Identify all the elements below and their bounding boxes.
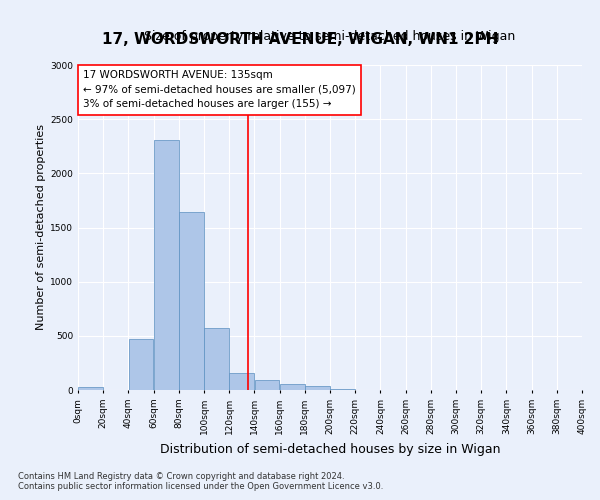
Bar [204, 328, 229, 390]
Title: Size of property relative to semi-detached houses in Wigan: Size of property relative to semi-detach… [145, 30, 515, 43]
Bar [229, 373, 254, 390]
Bar [280, 384, 305, 390]
Text: Contains public sector information licensed under the Open Government Licence v3: Contains public sector information licen… [18, 482, 383, 491]
Bar [154, 140, 179, 390]
Bar [128, 339, 154, 390]
Text: Distribution of semi-detached houses by size in Wigan: Distribution of semi-detached houses by … [160, 442, 500, 456]
Bar [78, 387, 103, 390]
Text: 17 WORDSWORTH AVENUE: 135sqm
← 97% of semi-detached houses are smaller (5,097)
3: 17 WORDSWORTH AVENUE: 135sqm ← 97% of se… [83, 70, 356, 110]
Bar [254, 380, 280, 390]
Bar [179, 212, 204, 390]
Text: Contains HM Land Registry data © Crown copyright and database right 2024.: Contains HM Land Registry data © Crown c… [18, 472, 344, 481]
Bar [305, 386, 330, 390]
Y-axis label: Number of semi-detached properties: Number of semi-detached properties [36, 124, 46, 330]
Text: 17, WORDSWORTH AVENUE, WIGAN, WN1 2PH: 17, WORDSWORTH AVENUE, WIGAN, WN1 2PH [102, 32, 498, 48]
